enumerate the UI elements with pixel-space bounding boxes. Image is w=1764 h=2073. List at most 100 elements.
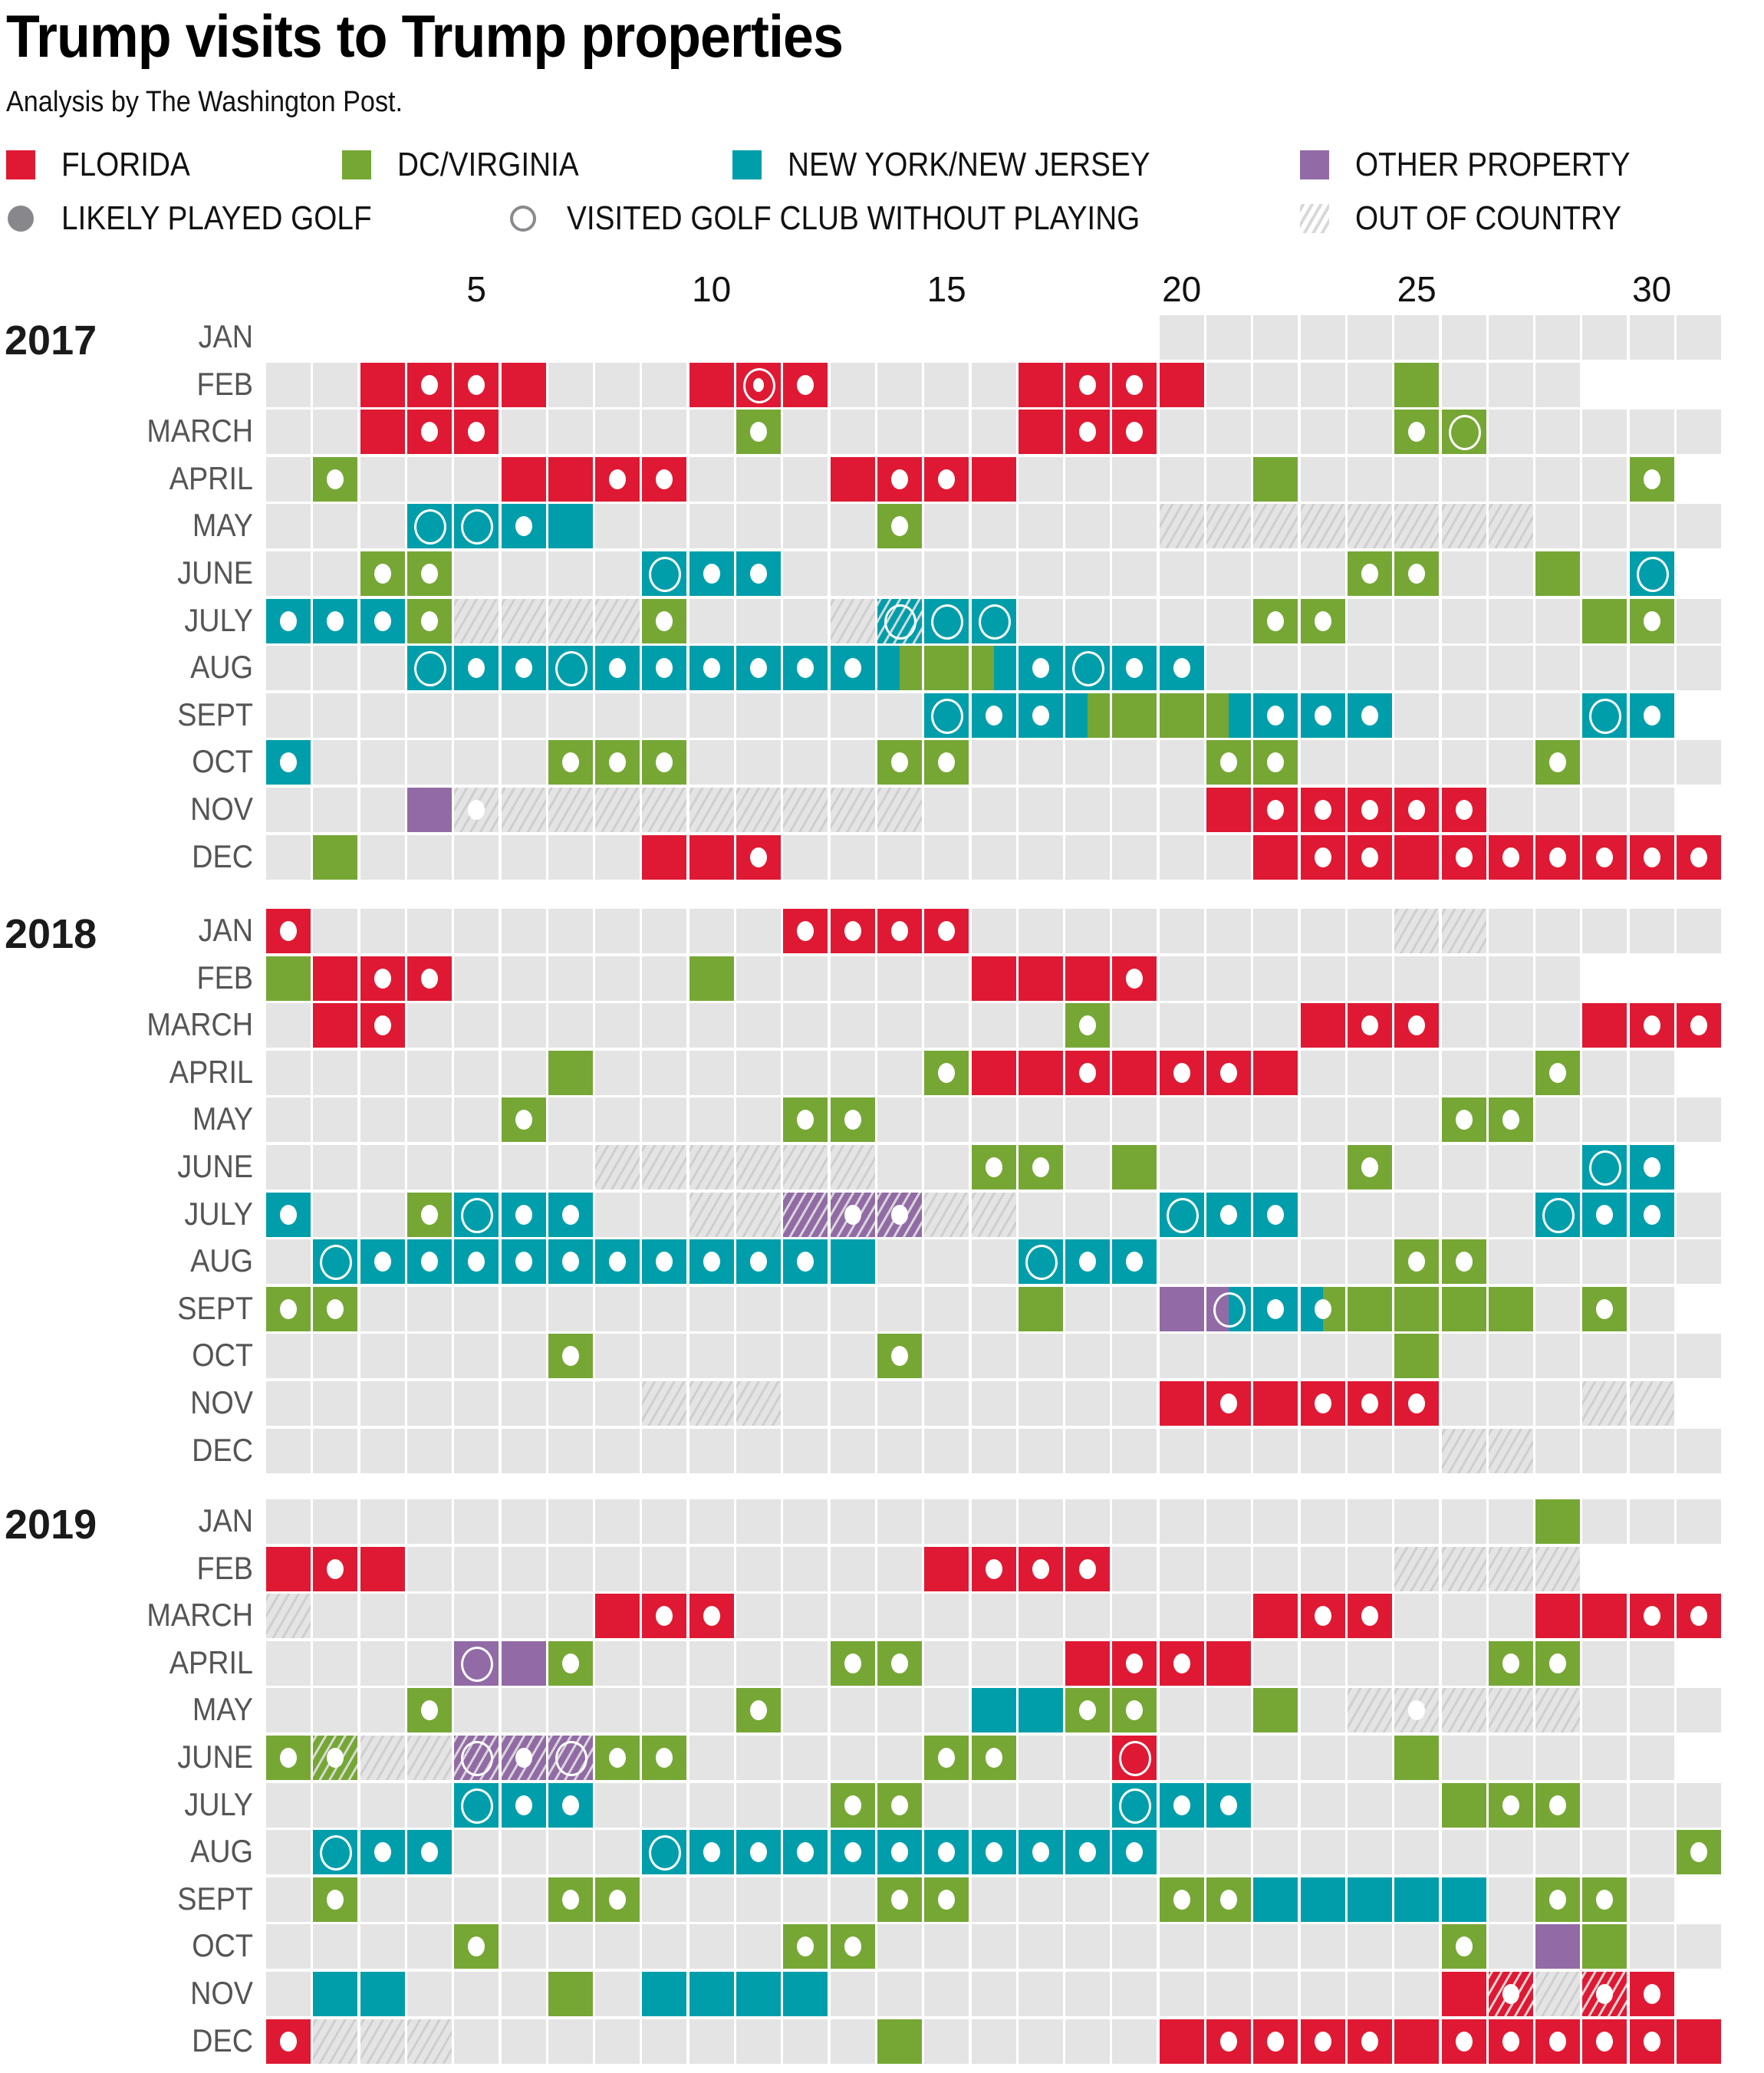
day-cell-empty (1488, 1499, 1533, 1544)
golf-dot-icon (844, 1110, 861, 1130)
golf-dot-icon (420, 968, 438, 989)
day-cell-empty (924, 2019, 969, 2064)
day-cell-empty (454, 1546, 499, 1591)
day-cell-visit (1441, 1688, 1486, 1733)
day-cell-empty (454, 1830, 499, 1875)
day-cell-empty (1488, 1381, 1533, 1426)
day-cell-visit (360, 551, 405, 596)
day-cell-empty (1441, 362, 1486, 407)
day-cell-visit (971, 456, 1016, 502)
day-cell-empty (1159, 1428, 1204, 1473)
out-of-country-hatch (689, 1145, 734, 1190)
day-cell-empty (1394, 1830, 1440, 1875)
golf-club-ring-icon (1448, 415, 1481, 451)
day-cell-visit (266, 1594, 311, 1639)
day-cell-empty (501, 1334, 546, 1379)
day-cell-empty (360, 693, 405, 738)
day-cell-empty (1159, 1830, 1204, 1875)
day-cell-empty (1300, 1782, 1345, 1828)
day-cell-visit (924, 598, 969, 643)
day-cell-empty (595, 362, 640, 407)
day-cell-empty (1206, 1145, 1251, 1190)
day-cell-empty (1629, 788, 1674, 832)
day-cell-visit (1441, 788, 1486, 832)
day-cell-empty (1300, 1736, 1345, 1780)
day-cell-visit (1253, 1877, 1298, 1922)
golf-dot-icon (1596, 847, 1614, 867)
day-cell-empty (736, 1334, 781, 1379)
day-cell-empty (1394, 1924, 1440, 1969)
day-cell-empty (266, 1097, 311, 1143)
day-cell-empty (642, 693, 687, 738)
day-cell-empty (1300, 740, 1345, 785)
day-cell-empty (1488, 551, 1533, 596)
day-cell-visit (642, 551, 687, 596)
day-cell-empty (454, 1499, 499, 1544)
day-cell-empty (971, 1499, 1016, 1544)
day-cell-empty (1159, 956, 1204, 1001)
day-cell-visit (1065, 1546, 1111, 1591)
day-cell-empty (1300, 956, 1345, 1001)
day-cell-empty (1300, 456, 1345, 502)
out-of-country-hatch (736, 1381, 781, 1426)
day-cell-empty (1629, 1877, 1674, 1922)
day-cell-visit (877, 646, 922, 691)
day-cell-visit (1629, 1594, 1674, 1639)
month-label: AUG (190, 1242, 253, 1279)
golf-dot-icon (1314, 800, 1331, 820)
day-cell-empty (971, 2019, 1016, 2064)
day-cell-visit (454, 1736, 499, 1780)
day-cell-empty (1112, 788, 1157, 832)
day-cell-empty (642, 956, 687, 1001)
day-cell-empty (971, 504, 1016, 549)
out-of-country-hatch (406, 2019, 452, 2064)
day-cell-visit (877, 1830, 922, 1875)
golf-dot-icon (1220, 1889, 1237, 1910)
day-cell-visit (501, 1736, 546, 1780)
day-cell-empty (689, 1736, 734, 1780)
day-cell-visit (1253, 2019, 1298, 2064)
day-cell-empty (971, 740, 1016, 785)
out-of-country-hatch (924, 1192, 969, 1237)
day-cell-empty (1347, 740, 1392, 785)
day-cell-empty (1488, 410, 1533, 455)
day-cell-empty (360, 1640, 405, 1686)
golf-club-ring-icon (1213, 1292, 1246, 1328)
day-cell-empty (924, 834, 969, 880)
day-cell-visit (924, 456, 969, 502)
golf-dot-icon (327, 1889, 344, 1910)
day-cell-visit (1582, 598, 1627, 643)
golf-dot-icon (1643, 847, 1660, 867)
day-cell-empty (1582, 740, 1627, 785)
day-cell-empty (1441, 315, 1486, 360)
golf-dot-icon (609, 1889, 627, 1910)
day-cell-empty (642, 1428, 687, 1473)
day-cell-empty (1347, 1097, 1392, 1143)
day-cell-empty (1206, 956, 1251, 1001)
day-cell-empty (924, 551, 969, 596)
day-cell-visit (548, 456, 593, 502)
day-cell-empty (1018, 1334, 1063, 1379)
day-cell-empty (1535, 909, 1581, 953)
day-cell-visit (1535, 1050, 1581, 1095)
day-cell-empty (1159, 1546, 1204, 1591)
day-cell-empty (736, 1594, 781, 1639)
day-cell-empty (1112, 1003, 1157, 1048)
golf-dot-icon (1596, 1298, 1614, 1319)
day-cell-visit (830, 909, 875, 953)
day-cell-visit (1582, 2019, 1627, 2064)
day-cell-visit (1582, 1972, 1627, 2016)
day-cell-empty (1300, 646, 1345, 691)
out-of-country-hatch (1441, 504, 1486, 549)
golf-dot-icon (561, 1204, 579, 1225)
golf-dot-icon (561, 1653, 579, 1673)
day-cell-empty (783, 1546, 828, 1591)
day-cell-visit (595, 740, 640, 785)
day-tick-label: 15 (926, 269, 966, 309)
day-cell-visit (736, 551, 781, 596)
day-cell-visit (1300, 1381, 1345, 1426)
month-label: JAN (198, 912, 253, 948)
day-cell-empty (501, 1428, 546, 1473)
day-cell-visit (1347, 788, 1392, 832)
day-cell-empty (454, 740, 499, 785)
